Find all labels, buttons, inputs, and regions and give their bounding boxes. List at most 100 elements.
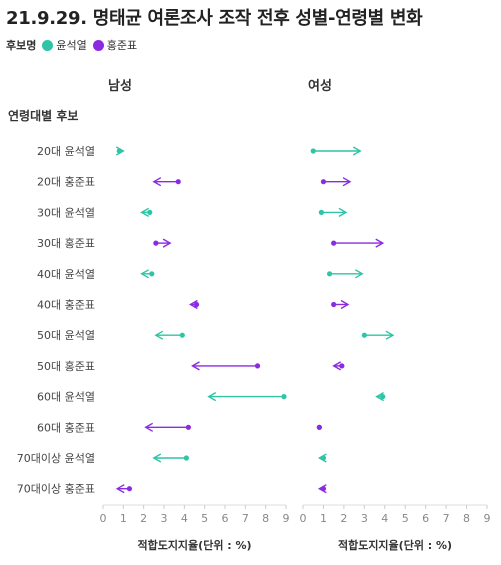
arrow-head (332, 361, 342, 371)
legend-dot-hong (92, 39, 104, 51)
start-point (320, 179, 327, 185)
legend: 후보명 윤석열 홍준표 (6, 37, 143, 53)
x-tick-label: 3 (361, 512, 368, 525)
start-point (193, 301, 200, 308)
dumbbell (326, 269, 364, 279)
start-point (185, 424, 191, 430)
start-point (331, 240, 337, 246)
x-tick-label: 3 (161, 512, 168, 525)
row-label: 70대이상 홍준표 (17, 482, 95, 496)
x-tick-label: 5 (201, 512, 208, 525)
x-tick-label: 2 (340, 512, 347, 525)
row-label: 40대 홍준표 (37, 298, 95, 312)
start-point (254, 363, 261, 369)
arrow-head (144, 422, 154, 432)
dumbbell (140, 207, 153, 218)
dumbbell (361, 330, 395, 340)
arrow-head (152, 453, 162, 463)
dumbbell (153, 238, 172, 248)
row-label: 20대 홍준표 (37, 175, 95, 189)
x-tick-label: 4 (181, 512, 188, 525)
arrow-head (375, 391, 384, 402)
row-label: 60대 홍준표 (37, 420, 95, 434)
start-point (126, 486, 133, 492)
legend-item-yoon[interactable]: 윤석열 (42, 37, 87, 53)
dumbbell (191, 361, 261, 371)
dumbbell (331, 238, 385, 248)
x-tick-label: 8 (262, 512, 269, 525)
arrow-head (162, 238, 172, 248)
dumbbell (152, 453, 189, 463)
dumbbell (320, 177, 352, 187)
dumbbell (316, 424, 322, 430)
chart-title: 21.9.29. 명태균 여론조사 조작 전후 성별-연령별 변화 (6, 8, 423, 29)
arrow-head (140, 269, 149, 279)
start-point (380, 394, 386, 400)
x-tick-label: 2 (140, 512, 147, 525)
arrow-head (342, 177, 352, 187)
end-point (316, 424, 322, 430)
legend-item-hong[interactable]: 홍준표 (92, 37, 138, 53)
panel-header: 여성 (308, 78, 332, 94)
dumbbell (310, 146, 362, 156)
dumbbell (154, 330, 185, 340)
legend-title: 후보명 (6, 39, 37, 52)
start-point (281, 394, 287, 400)
arrow-head (115, 146, 125, 156)
x-axis-title: 적합도지지율(단위 : %) (137, 538, 251, 552)
start-point (318, 209, 324, 215)
legend-dot-yoon (42, 39, 54, 51)
arrow-head (340, 299, 350, 310)
arrow-head (152, 177, 162, 187)
row-label: 50대 윤석열 (37, 329, 95, 342)
dumbbell (144, 422, 191, 432)
arrow-head (189, 299, 198, 310)
start-point (183, 455, 189, 461)
x-tick-label: 7 (443, 512, 450, 525)
dumbbell (317, 453, 327, 463)
dumbbell (317, 484, 327, 494)
row-label: 20대 윤석열 (37, 145, 95, 158)
dumbbell (115, 484, 133, 494)
dumbbell (318, 207, 348, 218)
legend-label-yoon: 윤석열 (56, 39, 87, 52)
arrow-head (207, 391, 217, 402)
x-tick-label: 6 (422, 512, 429, 525)
start-point (339, 363, 345, 369)
x-tick-label: 8 (463, 512, 470, 525)
dumbbell (375, 391, 386, 402)
panel-header: 남성 (108, 78, 132, 94)
x-tick-label: 4 (381, 512, 388, 525)
row-label: 50대 홍준표 (37, 359, 95, 373)
row-label: 30대 윤석열 (37, 206, 95, 219)
x-tick-label: 9 (283, 512, 290, 525)
x-tick-label: 0 (300, 512, 307, 525)
legend-label-hong: 홍준표 (106, 39, 138, 52)
dumbbell (115, 146, 125, 156)
x-tick-label: 6 (222, 512, 229, 525)
x-tick-label: 1 (120, 512, 127, 525)
row-label: 40대 윤석열 (37, 268, 95, 281)
start-point (326, 271, 333, 277)
start-point (361, 332, 367, 338)
x-tick-label: 1 (320, 512, 327, 525)
dumbbell (332, 361, 345, 371)
dumbbell (152, 177, 181, 187)
row-label: 70대이상 윤석열 (17, 452, 95, 465)
arrow-head (354, 269, 364, 279)
arrow-head (191, 361, 200, 371)
dumbbell (331, 299, 350, 310)
arrow-head (154, 330, 164, 340)
arrow-head (317, 453, 327, 463)
arrow-head (338, 207, 348, 218)
start-point (310, 148, 316, 154)
start-point (149, 271, 155, 277)
x-tick-label: 5 (402, 512, 409, 525)
dumbbell (189, 299, 200, 310)
start-point (147, 209, 153, 215)
row-header: 연령대별 후보 (8, 108, 78, 123)
dumbbell (207, 391, 287, 402)
arrow-head (140, 207, 149, 218)
row-label: 30대 홍준표 (37, 236, 95, 250)
